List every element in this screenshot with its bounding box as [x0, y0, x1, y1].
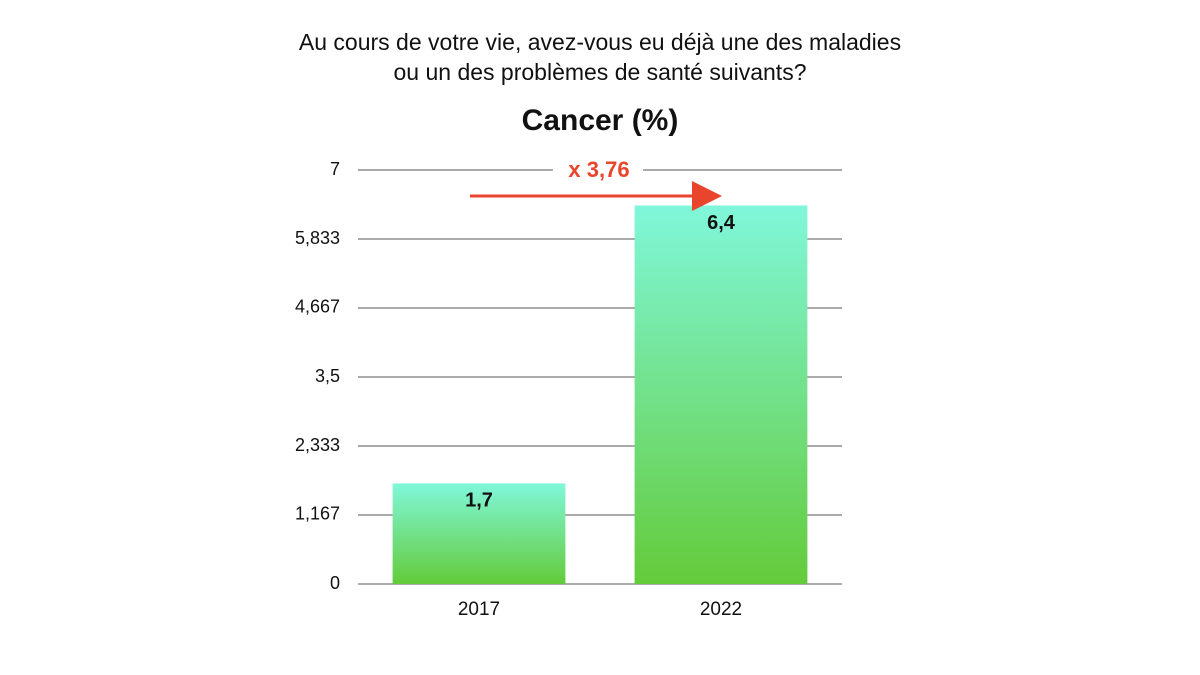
- y-tick-label: 3,5: [315, 366, 340, 386]
- annotation-background: [553, 156, 643, 184]
- bar: [634, 205, 808, 584]
- chart-title: Au cours de votre vie, avez-vous eu déjà…: [299, 29, 901, 55]
- chart-subtitle: Cancer (%): [522, 104, 679, 137]
- chart-title: ou un des problèmes de santé suivants?: [394, 59, 807, 85]
- value-label: 6,4: [707, 212, 736, 234]
- y-tick-label: 7: [330, 159, 340, 179]
- bar: [392, 483, 566, 584]
- value-label: 1,7: [465, 490, 493, 512]
- y-tick-label: 0: [330, 573, 340, 593]
- x-tick-label: 2022: [700, 599, 742, 620]
- y-tick-label: 4,667: [295, 297, 340, 317]
- annotation: x 3,76: [568, 157, 629, 182]
- x-tick-label: 2017: [458, 599, 500, 620]
- y-tick-label: 1,167: [295, 504, 340, 524]
- y-tick-label: 5,833: [295, 228, 340, 248]
- y-tick-label: 2,333: [295, 435, 340, 455]
